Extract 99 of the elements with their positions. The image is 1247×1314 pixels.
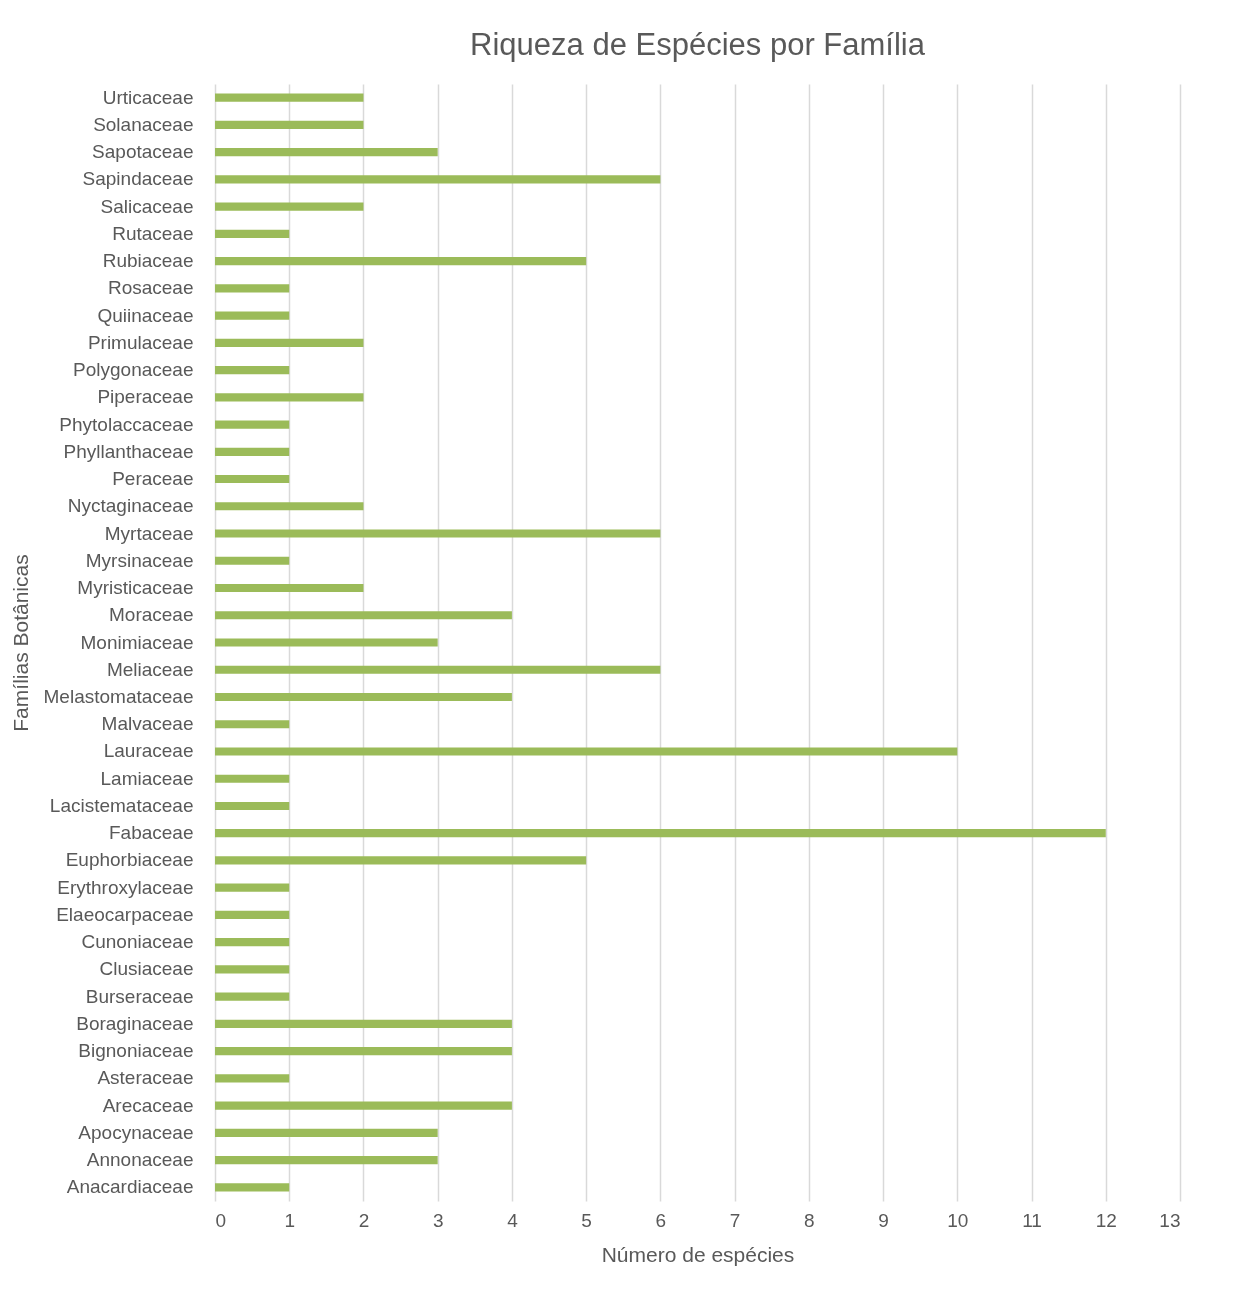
bar xyxy=(215,1019,512,1028)
y-tick-label: Lamiaceae xyxy=(100,767,194,789)
x-tick-label: 12 xyxy=(1095,1209,1117,1231)
y-tick-label: Piperaceae xyxy=(97,386,194,408)
y-tick-label: Urticaceae xyxy=(102,86,194,108)
y-tick-label: Lauraceae xyxy=(103,740,194,762)
bar xyxy=(215,801,290,811)
x-tick-label: 10 xyxy=(947,1209,969,1231)
y-tick-label: Cunoniaceae xyxy=(81,931,194,953)
bar xyxy=(215,938,290,947)
bar xyxy=(215,175,661,184)
bar xyxy=(215,447,290,456)
x-tick-label: 13 xyxy=(1159,1209,1181,1231)
bar xyxy=(215,229,290,238)
x-tick-label: 1 xyxy=(284,1209,296,1231)
x-tick-label: 0 xyxy=(215,1209,227,1231)
x-tick-label: 3 xyxy=(432,1209,444,1231)
y-tick-label: Nyctaginaceae xyxy=(67,495,194,517)
y-tick-label: Euphorbiaceae xyxy=(65,849,194,871)
bar xyxy=(215,1156,438,1165)
bar xyxy=(215,420,290,429)
y-tick-label: Asteraceae xyxy=(97,1067,194,1089)
y-tick-label: Burseraceae xyxy=(85,985,194,1007)
y-tick-label: Peraceae xyxy=(112,468,194,490)
y-tick-label: Solanaceae xyxy=(93,113,194,135)
y-tick-label: Lacistemataceae xyxy=(49,794,194,816)
bar xyxy=(215,774,290,783)
y-tick-label: Annonaceae xyxy=(86,1149,194,1171)
bar xyxy=(215,692,512,702)
y-tick-label: Myrtaceae xyxy=(104,522,194,544)
y-tick-label: Melastomataceae xyxy=(43,685,194,707)
y-tick-label: Erythroxylaceae xyxy=(57,876,194,898)
bar xyxy=(215,856,587,865)
y-tick-label: Moraceae xyxy=(109,604,194,626)
y-tick-label: Phytolaccaceae xyxy=(59,413,194,435)
bar xyxy=(215,583,364,593)
bar xyxy=(215,1128,438,1137)
bar xyxy=(215,883,290,892)
bar xyxy=(215,474,290,484)
x-axis-title: Número de espécies xyxy=(601,1242,795,1266)
bar xyxy=(215,747,958,756)
y-tick-label: Elaeocarpaceae xyxy=(56,903,194,925)
y-tick-label: Polygonaceae xyxy=(73,359,194,381)
bar xyxy=(215,365,290,375)
x-tick-label: 9 xyxy=(878,1209,889,1231)
bar xyxy=(215,1074,290,1083)
bar xyxy=(215,992,290,1001)
x-tick-label: 4 xyxy=(507,1209,519,1231)
bar xyxy=(215,965,290,974)
y-tick-label: Boraginaceae xyxy=(76,1012,194,1034)
y-tick-label: Rosaceae xyxy=(107,277,194,299)
chart-title: Riqueza de Espécies por Família xyxy=(470,27,926,62)
bar xyxy=(215,338,364,347)
x-tick-label: 7 xyxy=(729,1209,741,1231)
bar xyxy=(215,120,364,129)
x-tick-label: 8 xyxy=(804,1209,815,1231)
y-tick-label: Clusiaceae xyxy=(99,958,194,980)
y-tick-label: Anacardiaceae xyxy=(66,1176,194,1198)
y-tick-label: Fabaceae xyxy=(108,822,194,844)
y-tick-label: Sapotaceae xyxy=(92,141,194,163)
y-tick-label: Apocynaceae xyxy=(78,1121,194,1143)
bar xyxy=(215,502,364,511)
bar xyxy=(215,93,364,102)
bar xyxy=(215,829,1106,838)
bar xyxy=(215,148,438,157)
bar xyxy=(215,910,290,920)
y-tick-label: Bignoniaceae xyxy=(78,1040,194,1062)
bar xyxy=(215,529,661,538)
y-tick-label: Quiinaceae xyxy=(97,304,194,326)
bar xyxy=(215,611,512,620)
x-tick-label: 2 xyxy=(358,1209,370,1231)
y-tick-label: Arecaceae xyxy=(102,1094,194,1116)
y-tick-label: Malvaceae xyxy=(101,713,194,735)
bar xyxy=(215,556,290,565)
y-tick-label: Sapindaceae xyxy=(82,168,194,190)
y-tick-label: Rubiaceae xyxy=(102,250,194,272)
bar xyxy=(215,1047,512,1056)
x-tick-label: 5 xyxy=(581,1209,592,1231)
bar xyxy=(215,393,364,402)
bar xyxy=(215,638,438,647)
bar xyxy=(215,1183,290,1192)
y-tick-label: Meliaceae xyxy=(106,658,194,680)
y-tick-label: Myrsinaceae xyxy=(85,549,194,571)
bar xyxy=(215,202,364,211)
bar xyxy=(215,1101,512,1110)
y-tick-label: Phyllanthaceae xyxy=(63,440,194,462)
bar xyxy=(215,311,290,320)
x-tick-label: 6 xyxy=(655,1209,667,1231)
x-tick-label: 11 xyxy=(1022,1209,1042,1231)
y-tick-label: Myristicaceae xyxy=(77,577,194,599)
y-tick-label: Monimiaceae xyxy=(80,631,194,653)
bar xyxy=(215,284,290,293)
bar xyxy=(215,720,290,729)
y-axis-title: Famílias Botânicas xyxy=(8,554,32,732)
y-tick-label: Salicaceae xyxy=(100,195,194,217)
y-tick-label: Rutaceae xyxy=(112,222,194,244)
bar xyxy=(215,257,587,266)
bar xyxy=(215,665,661,674)
y-tick-label: Primulaceae xyxy=(87,331,194,353)
